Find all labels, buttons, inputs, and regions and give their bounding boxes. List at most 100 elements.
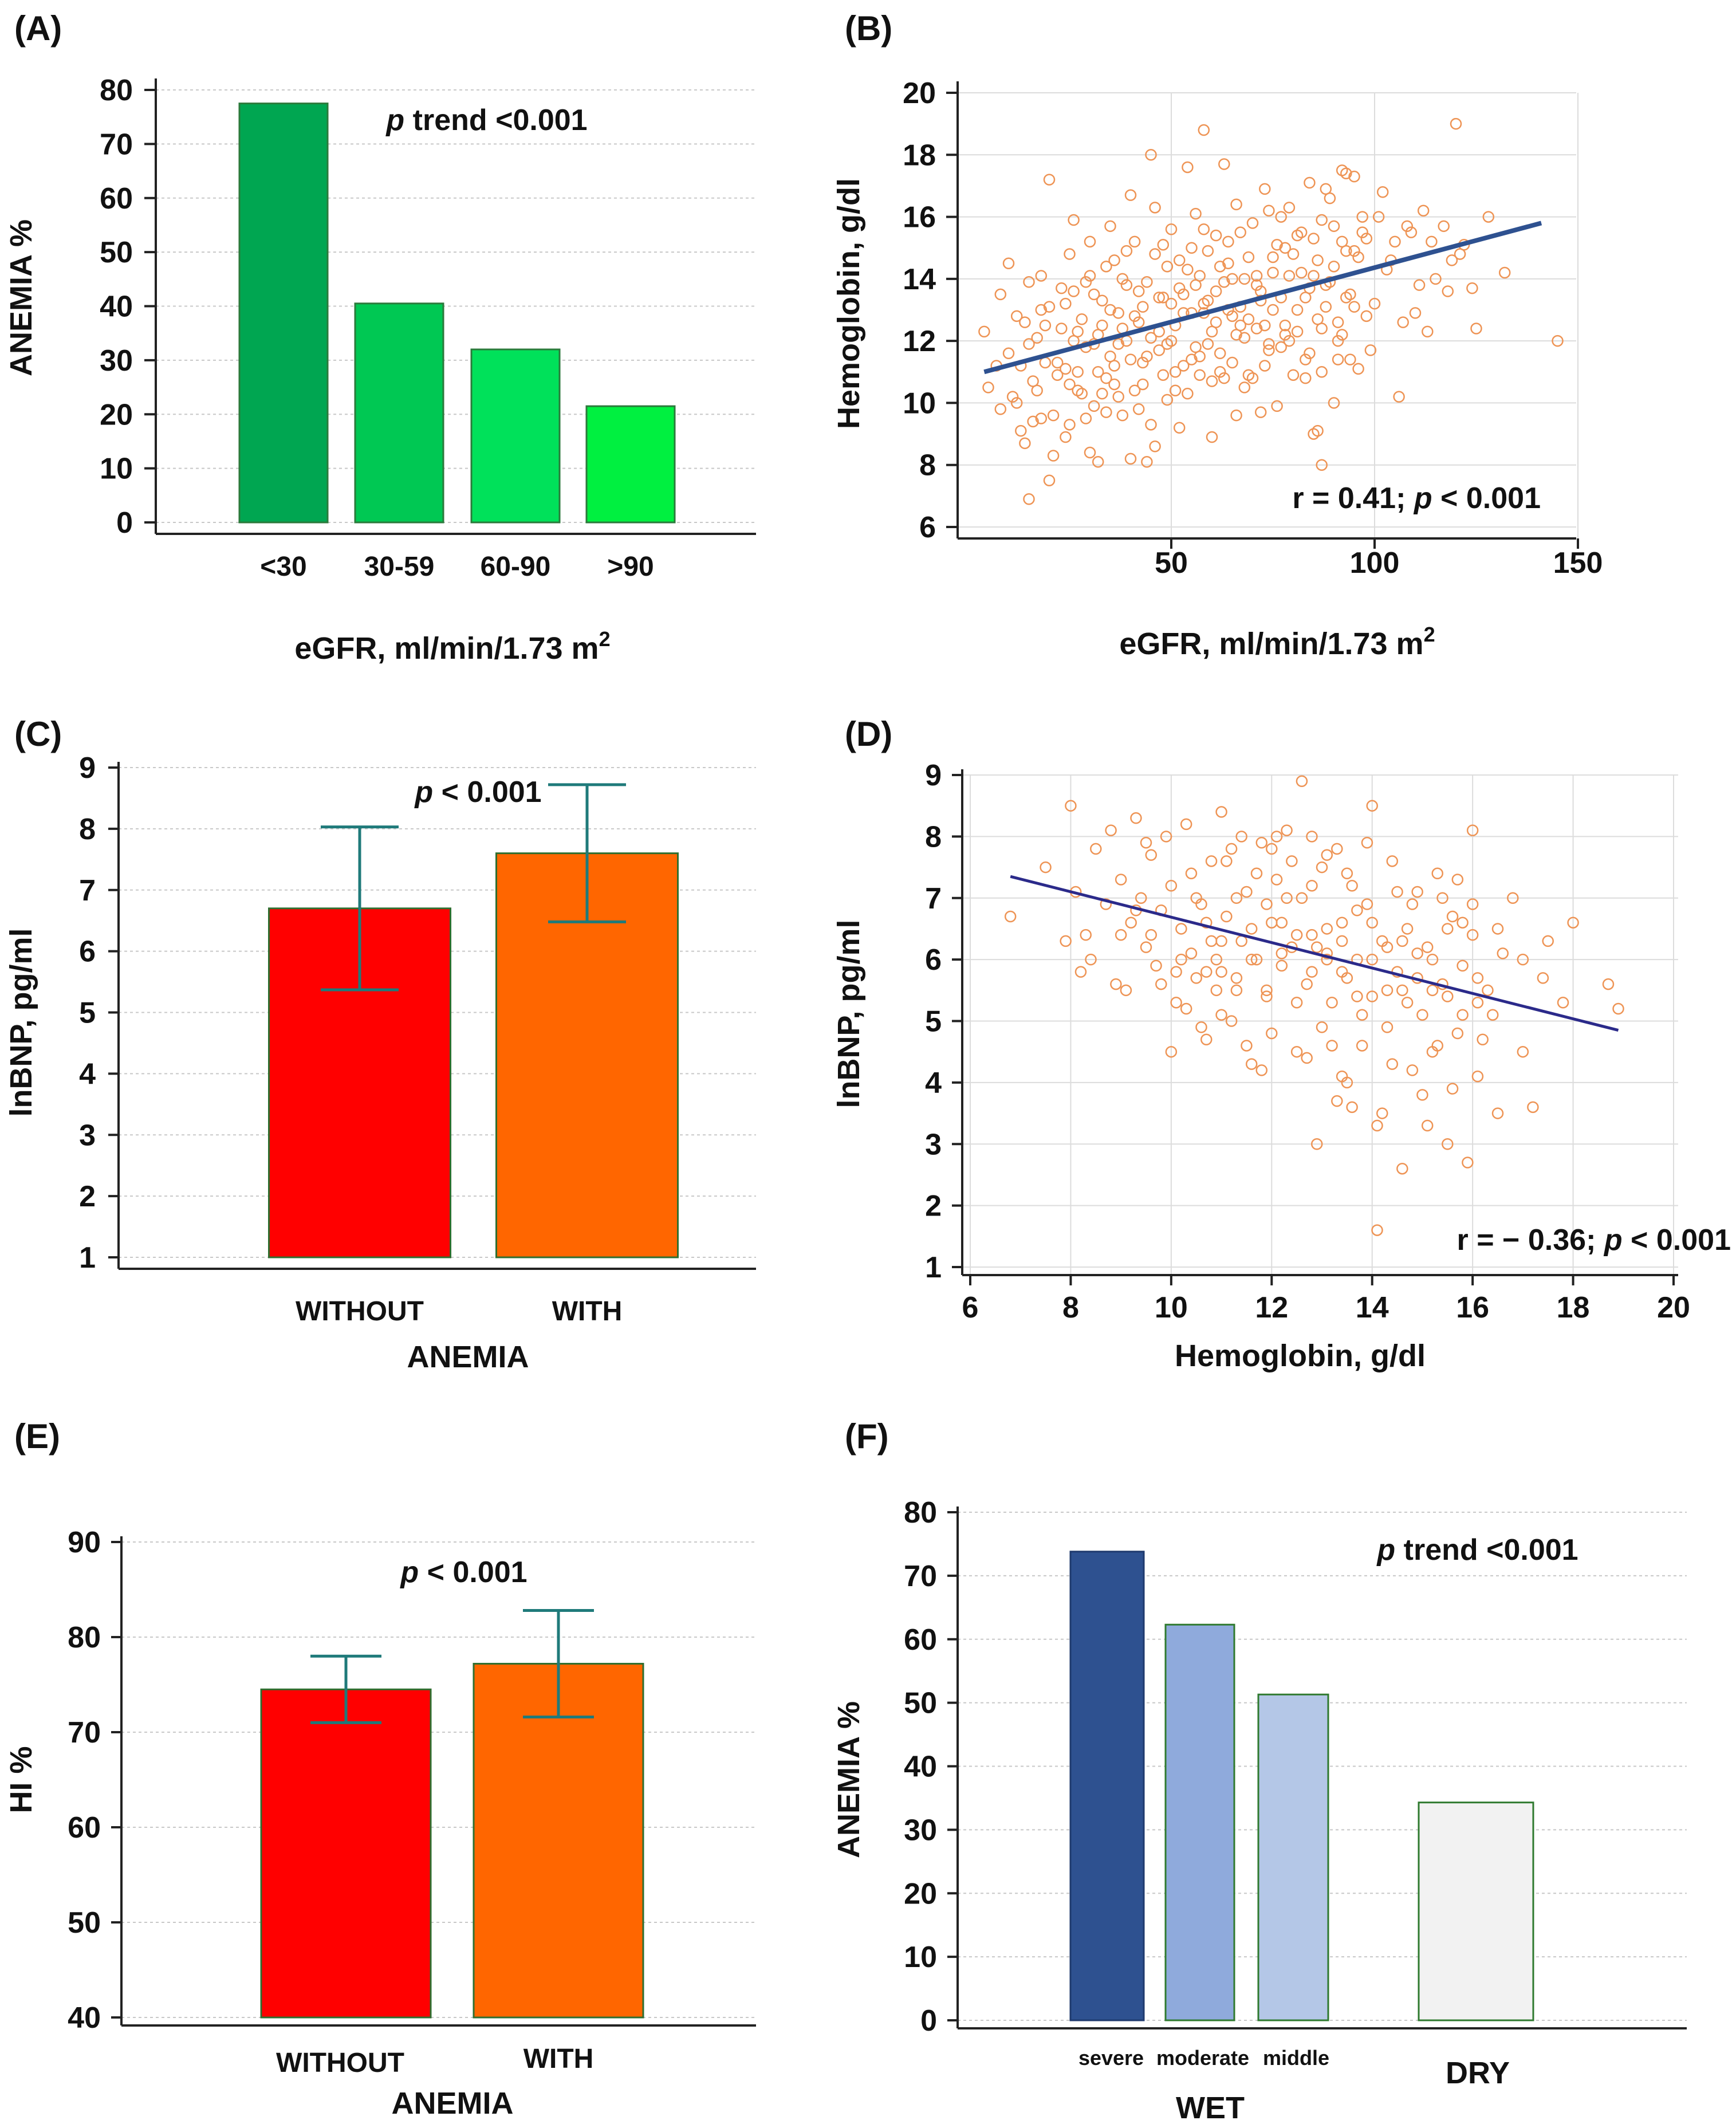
data-point bbox=[1076, 313, 1088, 325]
y-tick-label: 80 bbox=[100, 74, 133, 107]
data-point bbox=[1300, 372, 1312, 384]
data-point bbox=[1108, 360, 1120, 372]
data-point bbox=[1344, 353, 1356, 365]
x-tick-label: WITH bbox=[552, 1296, 623, 1327]
data-point bbox=[1466, 282, 1478, 294]
data-point bbox=[1308, 428, 1320, 440]
data-point bbox=[1108, 254, 1120, 266]
annotation-p-symbol: p bbox=[414, 776, 433, 809]
data-point bbox=[1296, 775, 1308, 787]
x-tick-label: 8 bbox=[1062, 1291, 1079, 1324]
y-axis-label: Hemoglobin, g/dl bbox=[832, 178, 866, 429]
data-point bbox=[1286, 855, 1298, 867]
data-point bbox=[1206, 431, 1218, 443]
data-point bbox=[1491, 923, 1504, 935]
data-point bbox=[1125, 917, 1137, 929]
data-point bbox=[1218, 158, 1230, 170]
annotation-p-symbol: p bbox=[1603, 1224, 1623, 1257]
data-point bbox=[1076, 387, 1088, 400]
annotation-p-symbol: p bbox=[399, 1556, 419, 1589]
bar bbox=[1164, 1623, 1235, 2021]
data-point bbox=[1306, 966, 1318, 978]
y-tick-label: 12 bbox=[903, 325, 936, 358]
y-tick-label: 40 bbox=[904, 1751, 937, 1784]
data-point bbox=[1100, 260, 1112, 273]
data-point bbox=[1261, 984, 1273, 997]
data-point bbox=[1140, 941, 1152, 953]
data-point bbox=[1360, 233, 1373, 245]
data-point bbox=[1326, 997, 1338, 1009]
data-point bbox=[1466, 898, 1479, 910]
data-point bbox=[1397, 316, 1409, 328]
data-point bbox=[1141, 456, 1153, 468]
x-axis-label-text: eGFR, ml/min/1.73 m bbox=[294, 631, 599, 666]
y-axis-label: ANEMIA % bbox=[832, 1701, 866, 1858]
data-point bbox=[1074, 966, 1087, 978]
data-point bbox=[1186, 242, 1198, 254]
data-point bbox=[1341, 1076, 1353, 1089]
data-point bbox=[1210, 316, 1222, 328]
data-point bbox=[1557, 997, 1569, 1009]
y-tick-label: 4 bbox=[79, 1057, 96, 1091]
data-point bbox=[1200, 966, 1213, 978]
y-tick-label: 20 bbox=[904, 1877, 937, 1910]
data-point bbox=[1039, 319, 1052, 332]
annotation-p-trend: p trend <0.001 bbox=[1376, 1533, 1578, 1567]
data-point bbox=[1215, 1009, 1227, 1021]
data-point bbox=[1035, 270, 1048, 282]
data-point bbox=[1222, 257, 1234, 270]
data-point bbox=[1431, 1040, 1443, 1052]
data-point bbox=[1321, 953, 1333, 966]
data-point bbox=[1267, 304, 1279, 316]
data-point bbox=[1215, 806, 1227, 818]
data-point bbox=[1328, 397, 1340, 409]
data-point bbox=[1190, 972, 1202, 984]
data-point bbox=[1051, 369, 1064, 381]
data-point bbox=[1215, 966, 1227, 978]
y-tick-label: 10 bbox=[904, 1941, 937, 1974]
data-point bbox=[1281, 824, 1293, 836]
data-point bbox=[1202, 338, 1214, 350]
annotation-prefix: r = 0.41; bbox=[1292, 482, 1414, 515]
panel-label-e: (E) bbox=[14, 1417, 60, 1456]
data-point bbox=[1507, 892, 1519, 904]
data-point bbox=[1471, 972, 1484, 984]
data-point bbox=[1376, 1107, 1388, 1119]
data-point bbox=[1406, 1064, 1419, 1076]
data-point bbox=[1287, 369, 1300, 381]
data-point bbox=[1160, 831, 1172, 843]
data-point bbox=[1120, 245, 1133, 257]
data-point bbox=[1291, 325, 1304, 338]
data-point bbox=[1047, 409, 1060, 422]
data-point bbox=[1214, 347, 1226, 360]
annotation-r-p: r = 0.41; p < 0.001 bbox=[1292, 482, 1541, 515]
data-point bbox=[1043, 301, 1056, 313]
data-point bbox=[1266, 843, 1278, 855]
data-point bbox=[1080, 412, 1092, 424]
data-point bbox=[1454, 248, 1466, 260]
x-tick-label: 18 bbox=[1557, 1291, 1590, 1324]
data-point bbox=[1421, 1119, 1434, 1132]
data-point bbox=[1259, 319, 1271, 332]
data-point bbox=[1328, 220, 1340, 233]
data-point bbox=[1430, 273, 1442, 285]
data-point bbox=[1218, 372, 1230, 384]
data-point bbox=[1145, 419, 1157, 431]
data-point bbox=[1283, 335, 1296, 347]
data-point bbox=[1210, 984, 1223, 997]
data-point bbox=[1271, 239, 1283, 251]
data-point bbox=[1234, 319, 1246, 332]
data-point bbox=[1245, 953, 1258, 966]
data-point bbox=[1120, 279, 1133, 291]
y-axis-label: ANEMIA % bbox=[4, 219, 38, 376]
y-tick-label: 90 bbox=[68, 1526, 101, 1559]
x-axis-label: eGFR, ml/min/1.73 m2 bbox=[1119, 623, 1435, 661]
data-point bbox=[1308, 233, 1320, 245]
data-point bbox=[1446, 910, 1459, 923]
annotation-value: trend <0.001 bbox=[1395, 1533, 1578, 1567]
data-point bbox=[1466, 929, 1479, 941]
y-tick-label: 30 bbox=[904, 1814, 937, 1847]
data-point bbox=[1340, 245, 1352, 257]
data-point bbox=[1267, 251, 1279, 263]
data-point bbox=[1411, 886, 1423, 898]
